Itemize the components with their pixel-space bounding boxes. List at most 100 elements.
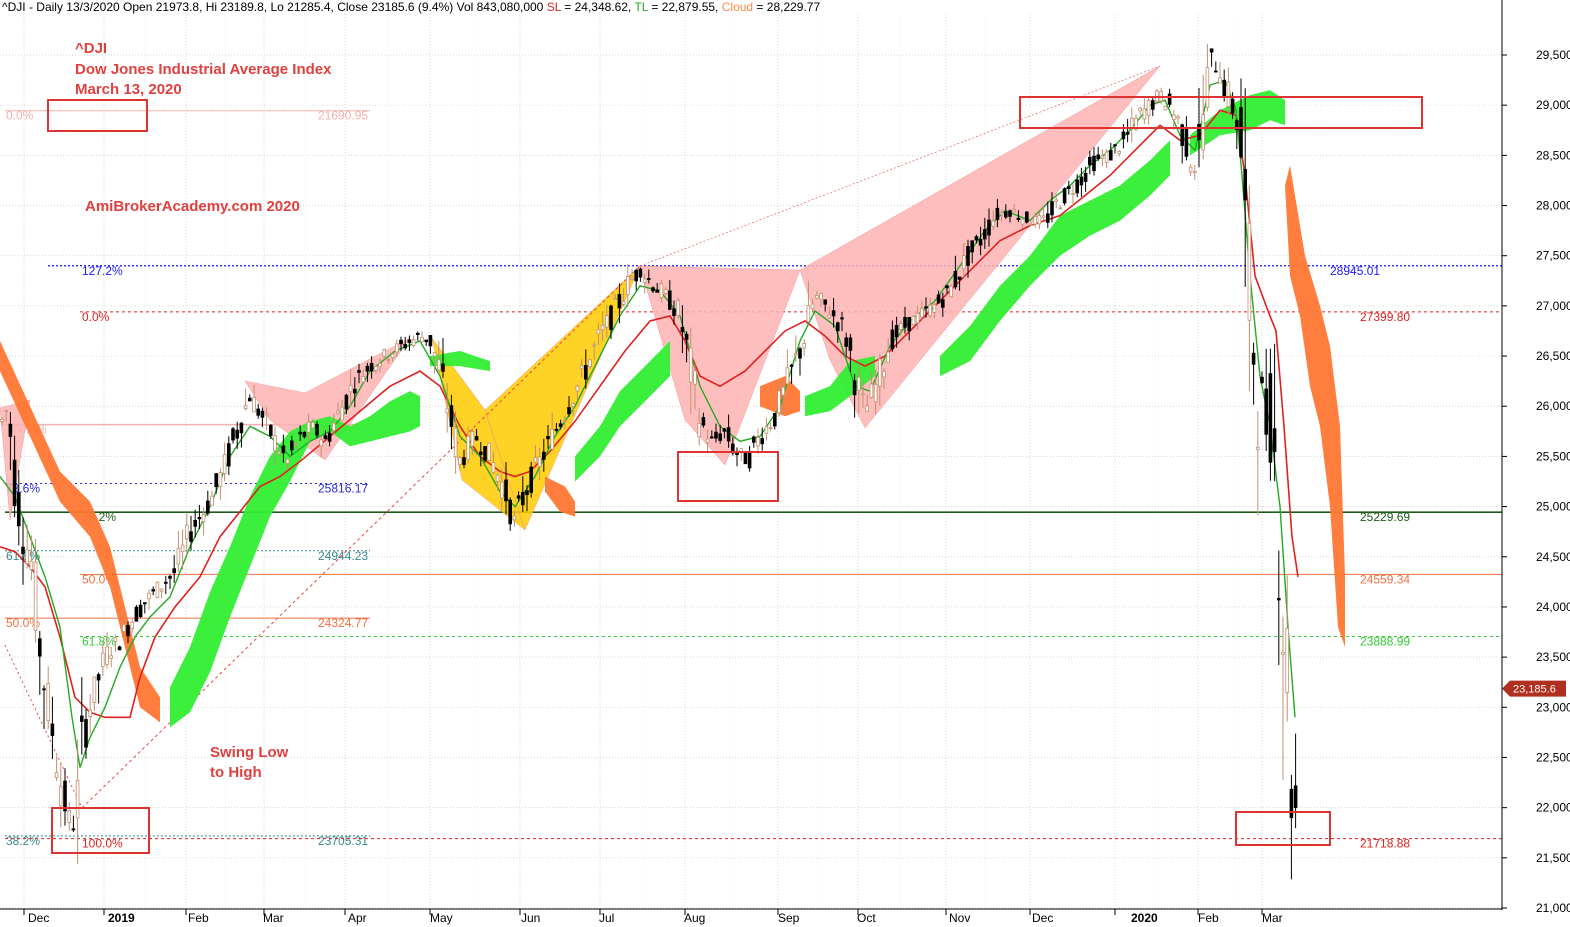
cloud-bull-band [575, 341, 670, 482]
fib-level-pct: 61.8% [82, 635, 116, 649]
candle-body [1016, 217, 1021, 220]
candle-body [655, 289, 659, 293]
candle-body [852, 380, 857, 396]
candle-body [436, 359, 441, 371]
fib-level-value: 27399.80 [1360, 310, 1410, 324]
candle-body [159, 588, 164, 592]
y-tick-label: 27,500 [1536, 249, 1570, 263]
candle-body [277, 451, 281, 455]
candle-body [184, 524, 189, 540]
candle-body [529, 466, 533, 493]
cloud-bull-band [940, 140, 1170, 377]
candle-body [521, 492, 525, 506]
candle-body [1054, 199, 1059, 202]
candle-body [231, 428, 235, 441]
candle-body [634, 269, 638, 282]
candle-body [861, 393, 865, 396]
last-price-label: 23,185.6 [1513, 684, 1556, 696]
candle-body [1197, 123, 1201, 141]
candle-body [579, 365, 584, 370]
candle-body [890, 329, 895, 350]
candle-body [760, 438, 764, 445]
candle-body [1050, 201, 1054, 216]
candle-body [101, 652, 105, 667]
candle-body [1226, 81, 1231, 107]
candle-body [495, 474, 500, 482]
candle-body [970, 240, 974, 253]
candle-body [193, 519, 198, 527]
candle-body [1083, 172, 1088, 182]
candle-body [957, 276, 962, 280]
candle-body [882, 370, 886, 378]
candle-body [651, 287, 655, 292]
candle-body [907, 317, 911, 332]
y-tick-label: 25,000 [1536, 500, 1570, 514]
candle-body [638, 268, 643, 278]
x-tick-label: Mar [1262, 911, 1283, 925]
candle-body [176, 547, 181, 565]
fib-level-value: 24944.23 [318, 549, 368, 563]
candle-body [306, 421, 311, 433]
y-tick-label: 22,500 [1536, 750, 1570, 764]
x-tick-label: Dec [1032, 911, 1053, 925]
candle-body [117, 646, 122, 651]
fib-level-value: 25816.17 [318, 482, 368, 496]
y-tick-label: 28,500 [1536, 148, 1570, 162]
candle-body [163, 581, 168, 584]
candle-body [1096, 154, 1101, 160]
candle-body [315, 423, 319, 436]
candle-body [281, 445, 286, 454]
candle-body [1008, 210, 1012, 217]
y-tick-label: 22,000 [1536, 801, 1570, 815]
annotation-swing-line1: Swing Low [210, 744, 289, 761]
candle-body [260, 410, 265, 418]
candle-body [1256, 446, 1260, 450]
candle-body [390, 353, 395, 359]
candle-body [798, 348, 802, 359]
candle-body [4, 410, 9, 413]
candle-body [1247, 222, 1252, 321]
candle-body [789, 364, 794, 367]
candle-body [1268, 373, 1273, 463]
candle-body [983, 229, 987, 240]
candle-body [642, 278, 647, 283]
candle-body [617, 294, 622, 309]
candle-body [172, 568, 177, 574]
candle-body [252, 396, 256, 413]
candle-body [831, 310, 836, 317]
highlight-boxes [47, 96, 1423, 854]
candle-body [382, 349, 386, 357]
candle-body [352, 388, 357, 394]
candle-body [122, 623, 126, 632]
candle-body [630, 277, 634, 280]
candle-body [1079, 176, 1084, 186]
candle-body [294, 443, 298, 445]
y-tick-label: 23,000 [1536, 700, 1570, 714]
candle-body [1033, 216, 1038, 225]
candle-body [537, 456, 542, 467]
candle-body [1117, 151, 1122, 154]
candle-body [189, 531, 193, 542]
candle-body [155, 581, 160, 598]
highlight-box [1019, 96, 1423, 129]
candle-body [626, 276, 630, 296]
candle-body [747, 451, 752, 469]
candle-body [1243, 168, 1248, 201]
candle-body [571, 403, 575, 407]
candle-body [1121, 131, 1126, 140]
highlight-box [1235, 811, 1331, 846]
candle-body [235, 429, 240, 439]
y-tick-label: 26,000 [1536, 399, 1570, 413]
candle-body [512, 515, 517, 521]
candle-body [75, 779, 80, 819]
candle-body [327, 432, 332, 442]
candle-body [689, 347, 693, 383]
candle-body [336, 410, 340, 414]
candle-body [600, 324, 605, 331]
candle-body [197, 517, 202, 520]
candle-body [668, 290, 672, 310]
candle-body [844, 337, 848, 347]
candle-body [953, 271, 958, 288]
candle-body [962, 255, 966, 270]
